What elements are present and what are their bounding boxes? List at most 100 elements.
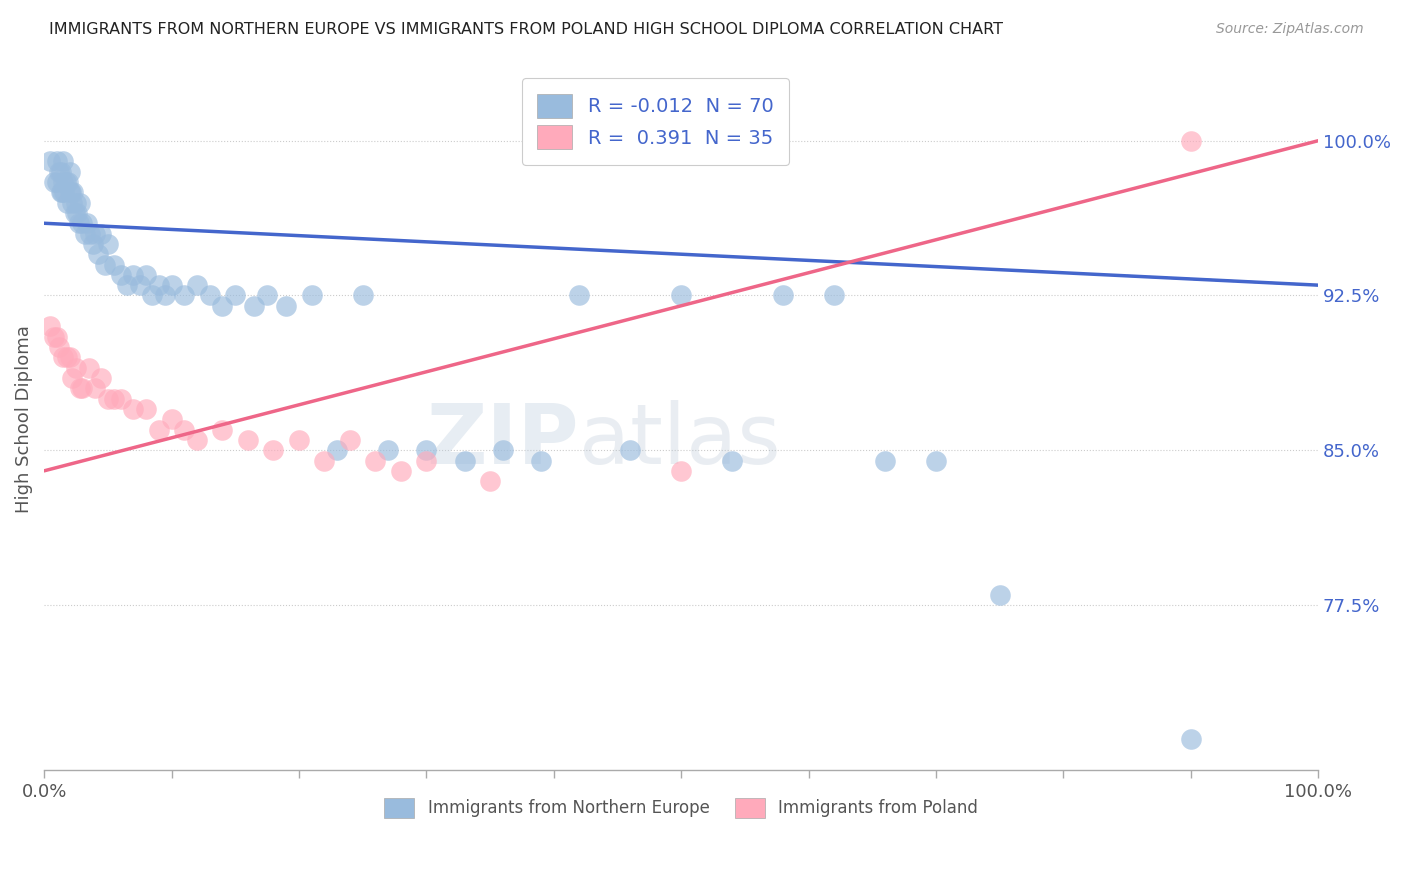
Point — [823, 288, 845, 302]
Point — [301, 288, 323, 302]
Point — [60, 195, 83, 210]
Point — [415, 453, 437, 467]
Point — [492, 443, 515, 458]
Point — [60, 371, 83, 385]
Point — [389, 464, 412, 478]
Point — [224, 288, 246, 302]
Point — [45, 330, 67, 344]
Point — [186, 278, 208, 293]
Text: atlas: atlas — [579, 400, 780, 481]
Point — [110, 392, 132, 406]
Point — [79, 227, 101, 241]
Point — [135, 268, 157, 282]
Point — [39, 319, 62, 334]
Point — [66, 206, 89, 220]
Point — [1180, 134, 1202, 148]
Point — [49, 164, 72, 178]
Point — [211, 299, 233, 313]
Point — [63, 206, 86, 220]
Point — [243, 299, 266, 313]
Point — [67, 216, 90, 230]
Point — [52, 351, 75, 365]
Point — [97, 392, 120, 406]
Legend: Immigrants from Northern Europe, Immigrants from Poland: Immigrants from Northern Europe, Immigra… — [378, 791, 984, 825]
Point — [173, 423, 195, 437]
Point — [76, 216, 98, 230]
Point — [669, 464, 692, 478]
Point — [148, 278, 170, 293]
Point — [160, 278, 183, 293]
Point — [721, 453, 744, 467]
Point — [53, 186, 76, 200]
Point — [326, 443, 349, 458]
Point — [73, 227, 96, 241]
Point — [110, 268, 132, 282]
Point — [256, 288, 278, 302]
Point — [415, 443, 437, 458]
Point — [153, 288, 176, 302]
Y-axis label: High School Diploma: High School Diploma — [15, 326, 32, 513]
Point — [58, 164, 80, 178]
Point — [44, 330, 66, 344]
Text: IMMIGRANTS FROM NORTHERN EUROPE VS IMMIGRANTS FROM POLAND HIGH SCHOOL DIPLOMA CO: IMMIGRANTS FROM NORTHERN EUROPE VS IMMIG… — [49, 22, 1004, 37]
Point — [122, 268, 145, 282]
Point — [58, 351, 80, 365]
Point — [72, 381, 94, 395]
Point — [772, 288, 794, 302]
Point — [352, 288, 374, 302]
Point — [988, 588, 1011, 602]
Point — [135, 401, 157, 416]
Point — [619, 443, 641, 458]
Point — [56, 351, 79, 365]
Point — [48, 164, 70, 178]
Point — [49, 186, 72, 200]
Point — [276, 299, 298, 313]
Point — [65, 360, 87, 375]
Point — [51, 186, 73, 200]
Point — [84, 381, 107, 395]
Point — [77, 360, 100, 375]
Point — [530, 453, 553, 467]
Point — [198, 288, 221, 302]
Point — [122, 401, 145, 416]
Point — [55, 175, 77, 189]
Point — [262, 443, 284, 458]
Point — [173, 288, 195, 302]
Point — [62, 186, 84, 200]
Point — [82, 236, 104, 251]
Point — [69, 381, 91, 395]
Point — [141, 288, 163, 302]
Point — [364, 453, 387, 467]
Point — [314, 453, 336, 467]
Point — [97, 236, 120, 251]
Point — [90, 371, 112, 385]
Point — [52, 175, 75, 189]
Point — [84, 227, 107, 241]
Point — [44, 175, 66, 189]
Point — [103, 258, 125, 272]
Point — [236, 433, 259, 447]
Point — [568, 288, 591, 302]
Point — [58, 186, 80, 200]
Point — [288, 433, 311, 447]
Text: ZIP: ZIP — [426, 400, 579, 481]
Point — [48, 340, 70, 354]
Point — [1180, 732, 1202, 747]
Point — [339, 433, 361, 447]
Point — [669, 288, 692, 302]
Point — [160, 412, 183, 426]
Point — [69, 195, 91, 210]
Point — [59, 186, 82, 200]
Point — [45, 175, 67, 189]
Point — [58, 175, 80, 189]
Point — [925, 453, 948, 467]
Point — [45, 154, 67, 169]
Point — [39, 154, 62, 169]
Point — [479, 474, 502, 488]
Point — [52, 154, 75, 169]
Point — [148, 423, 170, 437]
Point — [65, 195, 87, 210]
Point — [72, 216, 94, 230]
Point — [94, 258, 117, 272]
Point — [103, 392, 125, 406]
